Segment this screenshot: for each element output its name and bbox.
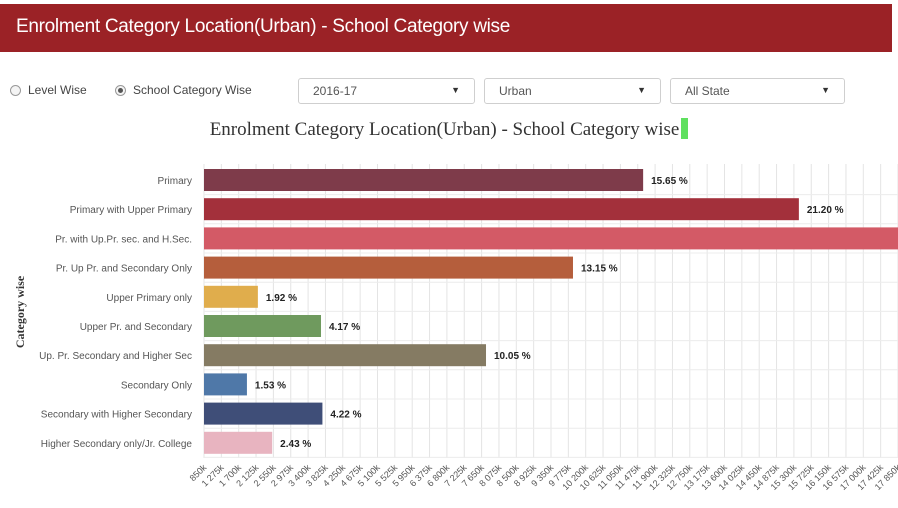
bar [204,344,487,367]
data-label: 4.17 % [329,322,360,333]
category-label: Pr. with Up.Pr. sec. and H.Sec. [55,234,192,245]
data-label: 4.22 % [330,410,361,421]
bar [204,285,258,308]
filter-bar: Level Wise School Category Wise 2016-17 … [0,78,898,106]
chart-title-wrap: Enrolment Category Location(Urban) - Sch… [0,118,898,141]
school-category-wise-radio[interactable]: School Category Wise [115,83,252,97]
category-label: Up. Pr. Secondary and Higher Sec [39,351,192,362]
page-title: Enrolment Category Location(Urban) - Sch… [16,16,511,37]
bar [204,169,644,191]
cursor-marker [681,118,689,139]
category-label: Secondary with Higher Secondary [41,410,192,421]
chevron-down-icon: ▼ [637,85,646,95]
bar [204,198,799,221]
radio-checked-icon[interactable] [115,84,126,96]
category-label: Upper Pr. and Secondary [80,322,192,333]
bar [204,227,898,250]
data-label: 13.15 % [581,264,618,275]
data-label: 2.43 % [280,439,311,450]
year-select-value: 2016-17 [313,84,358,98]
bar [204,315,322,337]
bar [204,431,273,454]
bar [204,402,323,425]
location-select-value: Urban [499,84,532,98]
bar [204,256,573,279]
state-select[interactable]: All State ▼ [670,78,845,104]
data-label: 15.65 % [651,176,688,187]
category-label: Higher Secondary only/Jr. College [41,439,193,450]
state-select-value: All State [685,84,730,98]
data-label: 21.20 % [807,205,844,216]
category-label: Pr. Up Pr. and Secondary Only [56,264,192,275]
chevron-down-icon: ▼ [821,85,830,95]
year-select[interactable]: 2016-17 ▼ [298,78,475,104]
category-label: Primary [158,176,192,187]
level-wise-label: Level Wise [28,83,87,97]
data-label: 1.92 % [266,293,297,304]
y-axis-title: Category wise [13,275,27,348]
data-label: 10.05 % [494,351,531,362]
data-label: 1.53 % [255,380,286,391]
chart-title: Enrolment Category Location(Urban) - Sch… [209,119,680,140]
radio-unchecked-icon[interactable] [10,84,21,96]
category-label: Primary with Upper Primary [70,205,192,216]
category-label: Secondary Only [121,380,192,391]
bar [204,373,247,396]
school-category-wise-label: School Category Wise [133,83,252,97]
chevron-down-icon: ▼ [451,85,460,95]
category-label: Upper Primary only [106,293,192,304]
page-header: Enrolment Category Location(Urban) - Sch… [0,4,892,52]
location-select[interactable]: Urban ▼ [484,78,661,104]
level-wise-radio[interactable]: Level Wise [10,83,87,97]
